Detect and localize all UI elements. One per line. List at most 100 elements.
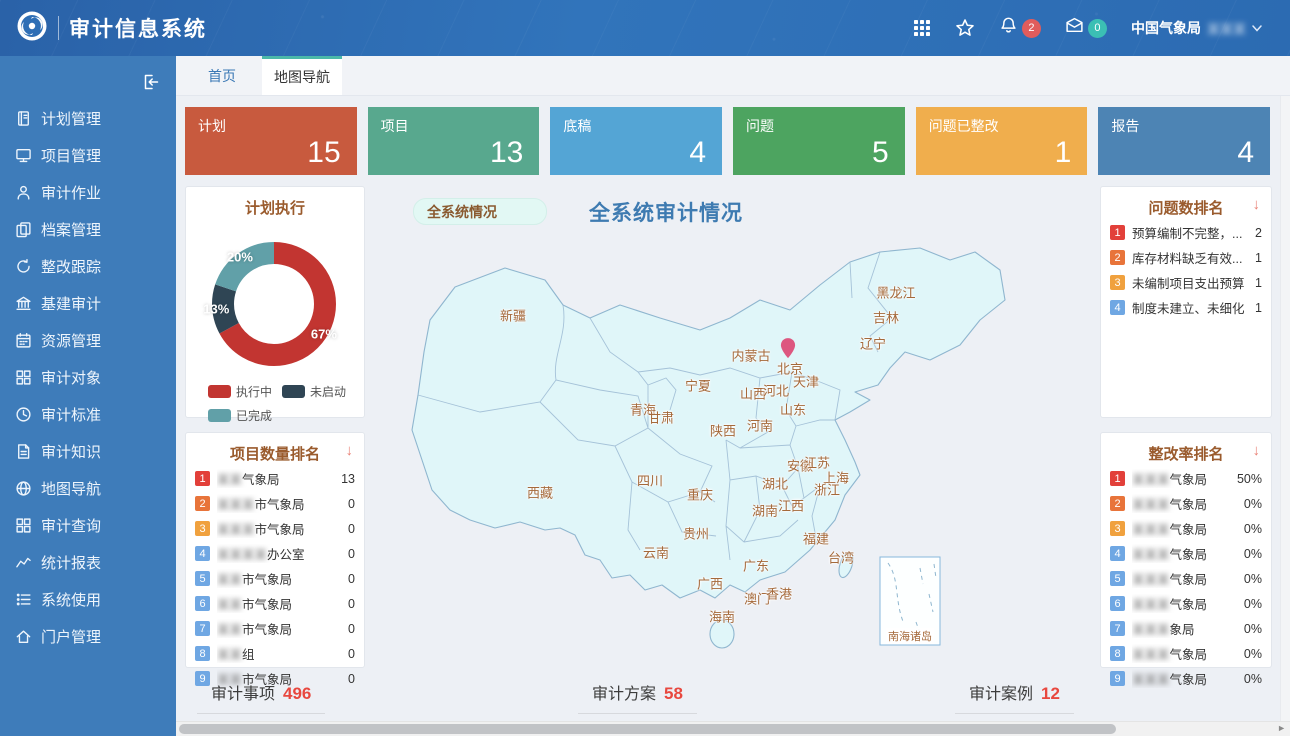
horizontal-scrollbar[interactable]: ◄ ► <box>176 721 1290 736</box>
bottom-stat-label: 审计方案 <box>592 686 657 703</box>
rank-value: 0 <box>348 671 355 686</box>
legend-item-未启动[interactable]: 未启动 <box>282 383 356 400</box>
sidebar-collapse-icon[interactable] <box>141 72 161 92</box>
doc-icon <box>14 443 32 461</box>
rank-row[interactable]: 8 某某某气象局 0% <box>1110 641 1262 666</box>
rank-row[interactable]: 8 某某组 0 <box>195 641 355 666</box>
rank-row[interactable]: 4 某某某某办公室 0 <box>195 541 355 566</box>
masked-text: 某某 <box>217 598 243 612</box>
mail-icon <box>1065 16 1084 40</box>
rank-row[interactable]: 6 某某市气象局 0 <box>195 591 355 616</box>
masked-text: 某某 <box>217 648 243 662</box>
sidebar-item-map-navigation[interactable]: 地图导航 <box>0 470 176 507</box>
vertical-scrollbar-track[interactable] <box>1280 96 1290 721</box>
rank-row[interactable]: 7 某某某象局 0% <box>1110 616 1262 641</box>
sort-desc-icon[interactable]: ↓ <box>1252 442 1261 459</box>
sidebar-item-infrastructure-audit[interactable]: 基建审计 <box>0 285 176 322</box>
rank-badge: 5 <box>195 571 210 586</box>
donut-slice-未启动 <box>212 242 336 366</box>
legend-item-已完成[interactable]: 已完成 <box>208 407 282 424</box>
rank-row[interactable]: 2 某某某气象局 0% <box>1110 491 1262 516</box>
sidebar-item-plan-management[interactable]: 计划管理 <box>0 100 176 137</box>
sidebar-item-label: 审计作业 <box>41 185 102 202</box>
donut-slice-已完成 <box>212 242 336 366</box>
stat-card-5[interactable]: 报告 4 <box>1098 107 1271 175</box>
horizontal-scrollbar-thumb[interactable] <box>179 724 1116 734</box>
sidebar-item-audit-query[interactable]: 审计查询 <box>0 507 176 544</box>
rank-row[interactable]: 4 某某某气象局 0% <box>1110 541 1262 566</box>
rank-value: 13 <box>341 471 355 486</box>
rank-row[interactable]: 3 某某某气象局 0% <box>1110 516 1262 541</box>
rank-row[interactable]: 2 某某某市气象局 0 <box>195 491 355 516</box>
sidebar-item-statistical-report[interactable]: 统计报表 <box>0 544 176 581</box>
rank-row[interactable]: 1 某某某气象局 50% <box>1110 466 1262 491</box>
rank-badge: 3 <box>1110 521 1125 536</box>
rectification-rank-list: 1 某某某气象局 50% 2 某某某气象局 0% 3 某某某气象局 0% 4 某某某气象局 0% 5 某某… <box>1101 463 1271 691</box>
stat-card-value: 1 <box>1054 136 1072 169</box>
rank-row[interactable]: 1 预算编制不完整，... 2 <box>1110 220 1262 245</box>
sidebar-item-audit-knowledge[interactable]: 审计知识 <box>0 433 176 470</box>
stat-card-2[interactable]: 底稿 4 <box>550 107 723 175</box>
stat-card-label: 问题已整改 <box>928 118 999 134</box>
notifications[interactable]: 2 <box>999 16 1041 40</box>
beijing-map-pin-icon[interactable] <box>778 336 798 362</box>
rank-row[interactable]: 3 某某某市气象局 0 <box>195 516 355 541</box>
sidebar-item-resource-management[interactable]: 资源管理 <box>0 322 176 359</box>
rank-badge: 2 <box>195 496 210 511</box>
sidebar-item-audit-operation[interactable]: 审计作业 <box>0 174 176 211</box>
messages[interactable]: 0 <box>1065 16 1107 40</box>
masked-text: 某某某某 <box>217 548 268 562</box>
favorite-star-icon[interactable] <box>955 18 975 38</box>
sidebar-item-audit-standard[interactable]: 审计标准 <box>0 396 176 433</box>
rank-badge: 3 <box>195 521 210 536</box>
rank-badge: 8 <box>195 646 210 661</box>
refresh-icon <box>14 258 32 276</box>
sidebar-item-archive-management[interactable]: 档案管理 <box>0 211 176 248</box>
sidebar-item-portal-management[interactable]: 门户管理 <box>0 618 176 655</box>
legend-item-执行中[interactable]: 执行中 <box>208 383 282 400</box>
sidebar-item-system-usage[interactable]: 系统使用 <box>0 581 176 618</box>
project-rank-list: 1 某某气象局 13 2 某某某市气象局 0 3 某某某市气象局 0 4 某某某某办公室 0 5 某某市气… <box>186 463 364 691</box>
tab-map-navigation[interactable]: 地图导航 <box>262 56 342 95</box>
stat-cards: 计划 15 项目 13 底稿 4 问题 5 问题已整改 1 报告 4 <box>185 107 1271 175</box>
rank-name: 某某市气象局 <box>217 598 293 612</box>
rank-row[interactable]: 1 某某气象局 13 <box>195 466 355 491</box>
sidebar-item-audit-object[interactable]: 审计对象 <box>0 359 176 396</box>
china-map-svg <box>411 247 1006 649</box>
sort-desc-icon[interactable]: ↓ <box>1252 196 1261 213</box>
rank-value: 0 <box>348 646 355 661</box>
system-scope-button[interactable]: 全系统情况 <box>413 198 547 225</box>
rank-row[interactable]: 9 某某某气象局 0% <box>1110 666 1262 691</box>
stat-card-1[interactable]: 项目 13 <box>367 107 540 175</box>
rank-value: 0% <box>1243 496 1262 511</box>
china-map[interactable]: 新疆 黑龙江 吉林 辽宁 内蒙古 北京 天津 宁夏 山西 河北 山东 青海 甘肃 陕西 河南 安徽 江苏 上海 四川… <box>400 240 1020 670</box>
rank-name: 某某某市气象局 <box>217 498 305 512</box>
rank-row[interactable]: 7 某某市气象局 0 <box>195 616 355 641</box>
copy-icon <box>14 221 32 239</box>
rank-value: 50% <box>1236 471 1262 486</box>
sidebar-item-project-management[interactable]: 项目管理 <box>0 137 176 174</box>
plan-execution-donut-chart[interactable]: 67% 13% 20% <box>203 234 344 374</box>
bottom-stat-value: 58 <box>664 684 683 703</box>
legend-label: 执行中 <box>236 385 273 399</box>
apps-grid-icon[interactable] <box>913 19 931 37</box>
stat-card-label: 计划 <box>198 118 226 134</box>
scroll-right-arrow-icon[interactable]: ► <box>1277 723 1286 733</box>
rank-row[interactable]: 5 某某市气象局 0 <box>195 566 355 591</box>
user-menu[interactable]: 中国气象局 某某某 <box>1131 18 1262 38</box>
rank-row[interactable]: 3 未编制项目支出预算 1 <box>1110 270 1262 295</box>
sidebar-item-rectification-tracking[interactable]: 整改跟踪 <box>0 248 176 285</box>
stat-card-4[interactable]: 问题已整改 1 <box>915 107 1088 175</box>
stat-card-0[interactable]: 计划 15 <box>185 107 357 175</box>
header-actions: 2 0 中国气象局 某某某 <box>913 16 1290 40</box>
rank-row[interactable]: 4 制度未建立、未细化 1 <box>1110 295 1262 320</box>
rank-row[interactable]: 9 某某市气象局 0 <box>195 666 355 691</box>
tab-home[interactable]: 首页 <box>208 67 236 84</box>
bottom-stat-1: 审计方案 58 <box>578 680 697 714</box>
rank-row[interactable]: 6 某某某气象局 0% <box>1110 591 1262 616</box>
stat-card-3[interactable]: 问题 5 <box>733 107 905 175</box>
rank-row[interactable]: 2 库存材料缺乏有效... 1 <box>1110 245 1262 270</box>
rank-badge: 4 <box>1110 546 1125 561</box>
sort-desc-icon[interactable]: ↓ <box>345 442 354 459</box>
rank-row[interactable]: 5 某某某气象局 0% <box>1110 566 1262 591</box>
